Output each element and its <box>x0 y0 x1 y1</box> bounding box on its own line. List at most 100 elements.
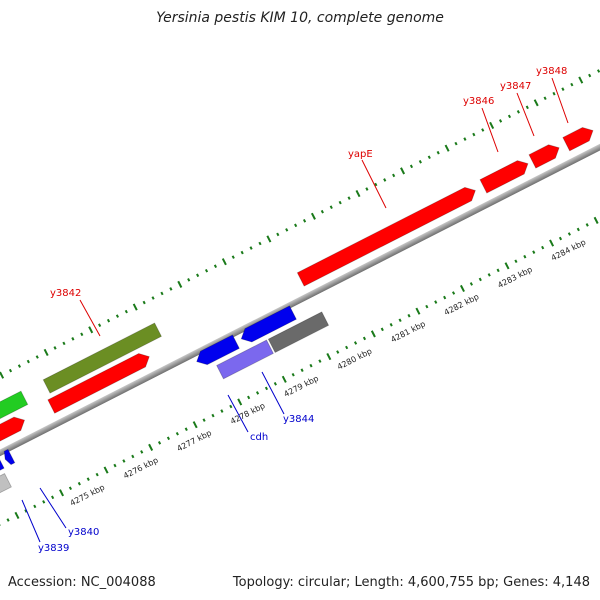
tick-mark <box>237 398 243 406</box>
tick-mark <box>507 114 512 119</box>
leader-line <box>227 394 249 433</box>
tick-mark <box>184 427 188 432</box>
tick-mark <box>204 268 209 273</box>
tick-mark <box>498 119 503 123</box>
tick-mark <box>353 341 358 345</box>
tick-mark <box>374 182 378 187</box>
tick-mark <box>329 205 333 209</box>
tick-mark <box>318 359 322 363</box>
feature-block <box>42 322 162 394</box>
tick-mark <box>533 99 539 107</box>
tick-mark <box>478 277 482 282</box>
tick-mark <box>266 235 272 243</box>
scale-label: 4279 kbp <box>282 374 320 399</box>
tick-mark <box>496 268 500 273</box>
tick-mark <box>148 443 154 451</box>
tick-mark <box>157 441 162 445</box>
tick-mark <box>444 144 450 152</box>
scale-labels: 4275 kbp 4276 kbp 4277 kbp 4278 kbp 4279 kbp… <box>69 238 588 508</box>
tick-mark <box>276 232 280 237</box>
tick-mark <box>567 232 571 236</box>
leader-line <box>551 77 569 124</box>
outer-tick-ring <box>0 69 600 379</box>
tick-mark <box>53 346 57 350</box>
tick-mark <box>459 284 465 293</box>
scale-label: 4282 kbp <box>443 292 481 317</box>
map-title: Yersinia pestis KIM 10, complete genome <box>156 10 444 26</box>
tick-mark <box>71 337 75 341</box>
scale-label: 4281 kbp <box>389 319 427 344</box>
gene-arrow <box>562 127 594 152</box>
scale-label: 4276 kbp <box>122 456 160 481</box>
tick-mark <box>320 209 324 214</box>
tick-mark <box>88 326 94 334</box>
tick-mark <box>389 323 393 327</box>
tick-mark <box>142 300 146 305</box>
tick-mark <box>300 368 304 372</box>
tick-mark <box>122 459 126 463</box>
tick-mark <box>42 500 46 504</box>
tick-mark <box>552 91 556 96</box>
tick-mark <box>489 121 495 130</box>
tick-mark <box>463 137 467 141</box>
tick-mark <box>231 255 235 259</box>
gene-arrow <box>196 334 240 366</box>
tick-mark <box>398 318 402 323</box>
tick-mark <box>17 364 21 368</box>
inner-tick-ring <box>0 216 599 527</box>
tick-mark <box>192 421 198 429</box>
gene-label: cdh <box>250 432 268 443</box>
tick-mark <box>427 155 431 160</box>
tick-mark <box>585 223 589 227</box>
gene-arrow <box>47 353 150 414</box>
tick-mark <box>166 436 171 441</box>
tick-mark <box>285 228 289 232</box>
tick-mark <box>309 363 313 368</box>
gene-label: y3840 <box>68 527 99 538</box>
tick-mark <box>132 303 138 311</box>
tick-mark <box>561 87 565 91</box>
gene-arrow <box>240 305 297 343</box>
tick-mark <box>481 128 485 132</box>
tick-mark <box>415 307 421 315</box>
tick-mark <box>549 239 555 247</box>
scale-label: 4275 kbp <box>69 483 107 508</box>
tick-mark <box>0 371 5 379</box>
tick-mark <box>68 486 73 491</box>
gene-arrow <box>479 160 529 194</box>
tick-mark <box>6 518 10 522</box>
tick-mark <box>151 296 155 300</box>
leader-line <box>79 299 101 337</box>
tick-mark <box>175 431 179 436</box>
tick-mark <box>220 409 224 413</box>
genome-backbone <box>0 115 600 485</box>
tick-mark <box>541 245 545 250</box>
tick-mark <box>221 258 227 266</box>
tick-mark <box>51 495 55 500</box>
gene-arrow <box>528 144 560 169</box>
tick-mark <box>451 291 456 295</box>
tick-mark <box>291 372 295 377</box>
tick-mark <box>336 350 340 354</box>
tick-mark <box>26 359 30 364</box>
tick-mark <box>247 395 251 400</box>
tick-mark <box>103 466 109 474</box>
tick-mark <box>33 504 37 509</box>
gene-label: y3847 <box>500 81 531 92</box>
feature-block <box>267 311 330 354</box>
tick-mark <box>249 246 253 250</box>
genome-summary: Topology: circular; Length: 4,600,755 bp… <box>232 575 590 590</box>
tick-mark <box>14 511 20 520</box>
tick-mark <box>95 472 99 477</box>
tick-mark <box>532 250 536 254</box>
gene-arrow <box>296 186 476 287</box>
tick-mark <box>140 450 144 454</box>
gene-labels: y3842 yapE y3846 y3847 y3848 y3839 y3840 cdh y38… <box>21 66 569 554</box>
tick-mark <box>264 386 269 391</box>
gene-label: y3846 <box>463 96 494 107</box>
tick-mark <box>131 454 135 459</box>
tick-mark <box>115 314 120 318</box>
scale-label: 4284 kbp <box>550 238 588 263</box>
tick-mark <box>365 187 369 191</box>
tick-mark <box>558 236 563 241</box>
